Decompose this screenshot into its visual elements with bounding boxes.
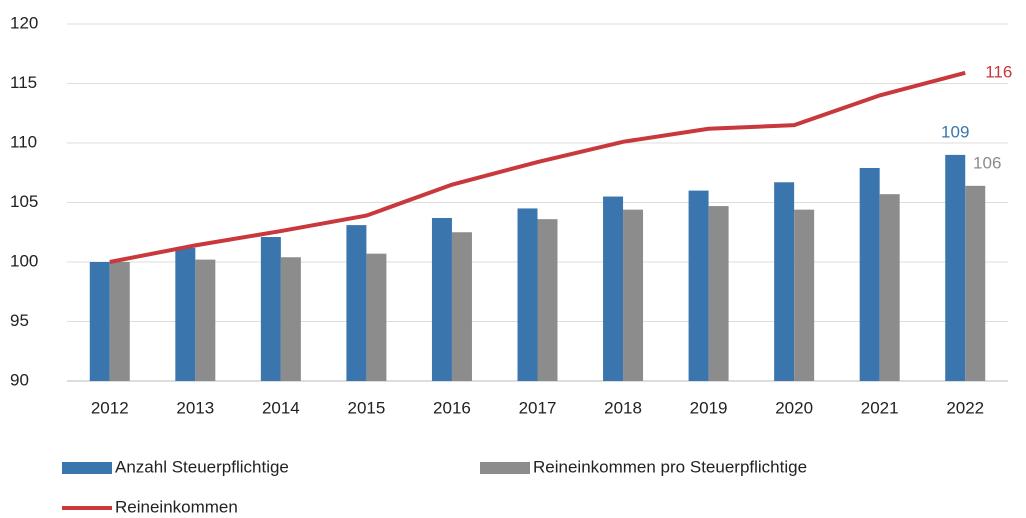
x-tick-label: 2014 [262, 398, 300, 417]
legend-label: Anzahl Steuerpflichtige [115, 457, 289, 476]
x-tick-label: 2022 [946, 398, 984, 417]
data-label: 116 [985, 62, 1012, 81]
legend-label: Reineinkommen [115, 497, 238, 516]
bar [366, 253, 387, 381]
y-tick-label: 120 [10, 13, 38, 32]
bar [175, 247, 196, 381]
legend-label: Reineinkommen pro Steuerpflichtige [533, 457, 807, 476]
bar [965, 185, 986, 381]
x-tick-label: 2019 [690, 398, 728, 417]
bar [431, 217, 452, 381]
bar [879, 194, 900, 381]
y-tick-label: 100 [10, 251, 38, 270]
bar [451, 232, 472, 381]
bar [603, 196, 624, 381]
bar [280, 257, 301, 381]
x-tick-label: 2017 [519, 398, 557, 417]
y-tick-label: 115 [10, 73, 37, 92]
bar [774, 182, 795, 381]
bar [708, 206, 729, 381]
bar [794, 209, 815, 381]
x-tick-label: 2012 [91, 398, 129, 417]
x-tick-label: 2021 [861, 398, 899, 417]
legend-swatch [480, 462, 530, 474]
line [109, 70, 966, 264]
bar [260, 237, 281, 381]
bar [688, 190, 709, 381]
y-tick-label: 105 [10, 192, 38, 211]
x-tick-label: 2015 [347, 398, 385, 417]
y-tick-label: 95 [10, 311, 29, 330]
legend-swatch [62, 462, 112, 474]
x-tick-label: 2016 [433, 398, 471, 417]
bar [195, 259, 216, 381]
bar [346, 225, 367, 381]
bar [859, 167, 880, 381]
data-label: 106 [973, 153, 1001, 172]
x-tick-label: 2018 [604, 398, 642, 417]
bar [623, 209, 644, 381]
bar [89, 262, 110, 381]
x-tick-label: 2020 [775, 398, 813, 417]
data-label: 109 [941, 122, 969, 141]
y-tick-label: 90 [10, 370, 29, 389]
y-tick-label: 110 [10, 132, 37, 151]
bar [945, 154, 966, 381]
bar [109, 262, 130, 381]
bar [517, 208, 538, 381]
x-tick-label: 2013 [176, 398, 214, 417]
bar [537, 219, 558, 381]
